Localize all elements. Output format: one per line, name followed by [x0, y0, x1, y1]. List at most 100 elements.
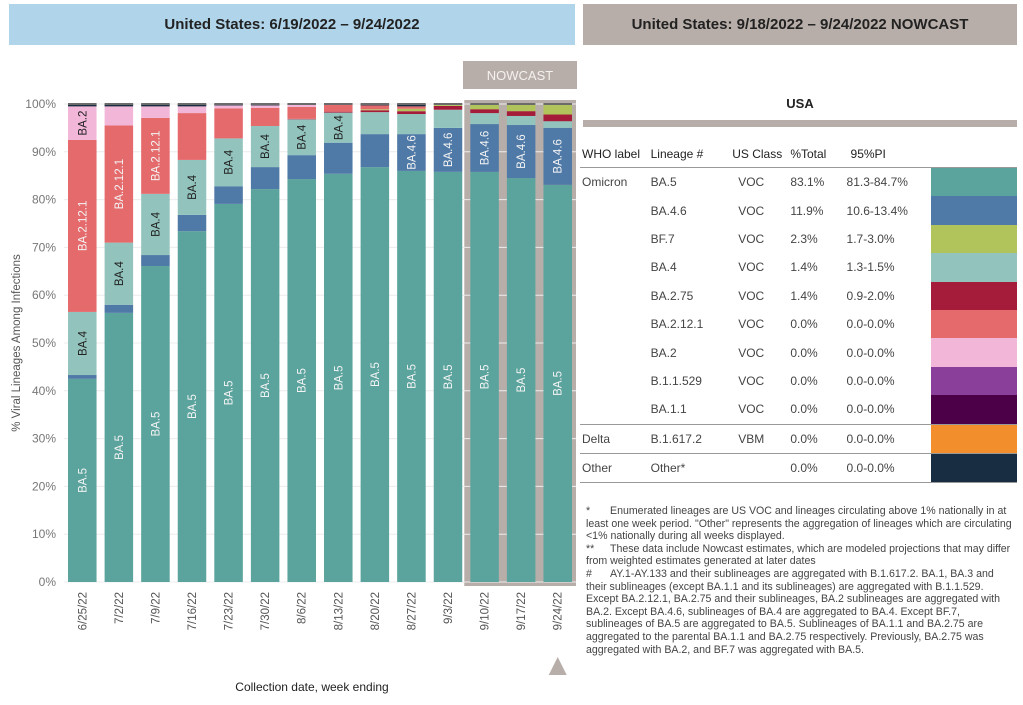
- color-swatch: [930, 281, 1017, 310]
- y-tick-label: 40%: [32, 384, 56, 398]
- table-row: BA.4 VOC 1.4% 1.3-1.5%: [580, 253, 1017, 282]
- nowcast-button[interactable]: NOWCAST: [463, 61, 577, 89]
- footnote-text: AY.1-AY.133 and their sublineages are ag…: [586, 567, 1001, 656]
- stacked-bar-chart: 0% 10% 20% 30% 40% 50% 60% 70% 80% 90% 100% % Viral…: [11, 97, 576, 694]
- us-class-cell: VOC: [738, 231, 765, 246]
- color-swatch-cell: [930, 224, 1017, 254]
- footnotes: * Enumerated lineages are US VOC and line…: [586, 505, 1016, 656]
- bar-segment-other-: [104, 104, 134, 107]
- x-tick-label: 8/20/22: [370, 592, 382, 630]
- bar-data-label: BA.5: [443, 364, 455, 389]
- bar-segment-ba-4: [506, 115, 536, 126]
- bar-top-cap: [506, 103, 536, 105]
- bar-top-cap: [177, 103, 207, 105]
- bar-segment-ba-2-75: [360, 110, 390, 113]
- table-row: BA.2.12.1 VOC 0.0% 0.0-0.0%: [580, 309, 1017, 339]
- bar-data-label: BA.2: [77, 111, 89, 136]
- bar-segment-ba-5: [470, 171, 499, 582]
- bar-data-label: BA.4.6: [406, 135, 418, 170]
- bar-data-label: BA.4: [114, 261, 126, 287]
- bar-segment-ba-2-75: [543, 114, 572, 122]
- color-swatch: [930, 168, 1017, 197]
- pi-cell: 1.7-3.0%: [846, 231, 895, 246]
- x-tick-label: 7/2/22: [114, 592, 126, 624]
- col-who-label: WHO label: [580, 140, 649, 168]
- bar-segment-ba-5: [360, 167, 390, 582]
- bar-segment-ba-2-12-1: [177, 113, 207, 160]
- table-title: USA: [786, 96, 814, 111]
- color-swatch: [930, 366, 1017, 396]
- us-class-cell: VOC: [738, 345, 765, 360]
- color-swatch: [930, 253, 1017, 282]
- bar-segment-ba-2-12-1: [397, 106, 426, 109]
- bar-segment-ba-5: [397, 170, 426, 583]
- bar-segment-ba-4-6: [287, 155, 316, 180]
- bar-data-label: BA.5: [260, 373, 272, 398]
- pct-total-cell: 1.4%: [790, 288, 818, 303]
- bar-segment-ba-4: [104, 242, 134, 305]
- bar-segment-ba-4-6: [177, 214, 207, 232]
- bar-segment-ba-2: [287, 104, 316, 107]
- pi-cell: 0.0-0.0%: [838, 424, 931, 454]
- color-swatch: [930, 309, 1017, 339]
- us-class-cell: VOC: [738, 175, 765, 190]
- bar-data-label: BA.5: [516, 368, 528, 393]
- footnote: ** These data include Nowcast estimates, …: [586, 543, 1016, 568]
- pct-total-cell: 0.0%: [790, 345, 818, 360]
- col-color: [930, 140, 1017, 168]
- lineage-cell: BA.4: [650, 260, 677, 275]
- bar-data-label: BA.5: [114, 435, 126, 460]
- bar-top-cap: [324, 103, 353, 105]
- y-tick-label: 10%: [32, 527, 56, 541]
- bar-segment-ba-2: [68, 106, 97, 140]
- color-swatch: [930, 224, 1017, 254]
- bar-data-label: BA.5: [224, 380, 236, 405]
- footnote: # AY.1-AY.133 and their sublineages are a…: [586, 568, 1016, 656]
- who-label-cell: [580, 225, 649, 253]
- pct-total-cell: 0.0%: [788, 424, 839, 454]
- bar-segment-ba-4-6: [141, 255, 170, 267]
- color-swatch-cell: [930, 168, 1017, 197]
- bar-data-label: BA.5: [150, 412, 162, 437]
- pi-cell: 0.0-0.0%: [846, 373, 895, 388]
- y-tick-label: 90%: [32, 145, 56, 159]
- table-title-divider: [583, 120, 1017, 127]
- bar-segment-ba-2-12-1: [104, 125, 134, 243]
- y-tick-label: 30%: [32, 432, 56, 446]
- table-header-row: WHO label Lineage # US Class %Total 95%P…: [580, 140, 1017, 168]
- table-row: Other Other* 0.0% 0.0-0.0%: [580, 453, 1017, 484]
- us-class-cell: VBM: [730, 424, 789, 454]
- bar-top-cap: [397, 103, 426, 105]
- bar-segment-ba-4: [397, 114, 426, 135]
- bar-segment-other-: [177, 104, 207, 107]
- who-label-cell: [580, 395, 649, 425]
- bar-data-label: BA.5: [480, 364, 492, 389]
- bar-segment-ba-2: [250, 105, 280, 108]
- bar-segment-ba-4: [433, 109, 463, 128]
- bar-segment-ba-4: [324, 112, 353, 143]
- footnote-mark: #: [586, 567, 592, 580]
- bar-segment-bf-7: [397, 108, 426, 112]
- table-row: Delta B.1.617.2 VBM 0.0% 0.0-0.0%: [580, 424, 1017, 454]
- bar-top-cap: [543, 103, 572, 105]
- bar-segment-ba-2-12-1: [360, 105, 390, 110]
- color-swatch-cell: [930, 253, 1017, 282]
- bar-data-label: BA.2.12.1: [77, 201, 89, 252]
- pi-cell: 0.0-0.0%: [846, 317, 895, 332]
- y-tick-label: 80%: [32, 193, 56, 207]
- footnote: * Enumerated lineages are US VOC and line…: [586, 505, 1016, 543]
- bar-segment-other-: [141, 104, 170, 107]
- lineage-table: WHO label Lineage # US Class %Total 95%P…: [580, 140, 1017, 484]
- us-class-cell: VOC: [738, 373, 765, 388]
- bar-segment-ba-5: [214, 203, 243, 583]
- bar-data-label: BA.4: [150, 211, 162, 237]
- bar-data-label: BA.2.12.1: [150, 131, 162, 182]
- x-tick-label: 9/17/22: [516, 592, 528, 630]
- bar-top-cap: [214, 103, 243, 105]
- bar-segment-ba-5: [506, 178, 536, 582]
- bar-data-label: BA.5: [333, 365, 345, 390]
- pi-cell: 0.0-0.0%: [838, 453, 931, 484]
- y-tick-label: 50%: [32, 336, 56, 350]
- pi-cell: 1.3-1.5%: [846, 260, 895, 275]
- bar-segment-ba-2-12-1: [250, 107, 280, 126]
